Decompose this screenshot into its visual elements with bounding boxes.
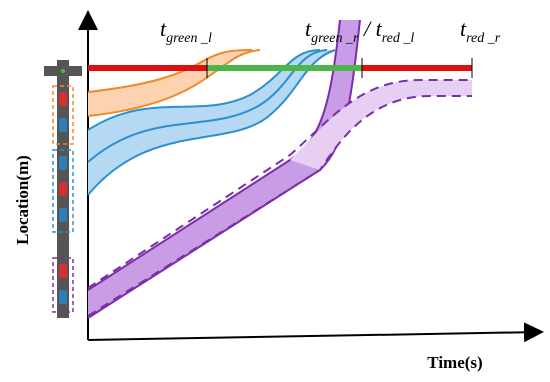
annotation: tgreen _r / tred _l xyxy=(305,16,414,46)
orange-edge xyxy=(87,49,261,117)
annotation: tred _r xyxy=(460,16,501,46)
vehicle xyxy=(59,208,67,222)
purple-band xyxy=(88,20,360,318)
y-axis-label: Location(m) xyxy=(13,155,32,245)
blue-group xyxy=(52,149,74,233)
x-axis xyxy=(87,322,544,343)
vehicle xyxy=(59,92,67,106)
blue-band xyxy=(88,50,335,195)
x-axis-label: Time(s) xyxy=(427,353,482,372)
annotation: tgreen _l xyxy=(160,16,212,46)
orange-group xyxy=(52,85,74,145)
purple-dashed xyxy=(87,95,472,317)
purple-dashed xyxy=(87,79,472,289)
vehicle xyxy=(59,156,67,170)
purple-group xyxy=(52,257,74,313)
vehicle xyxy=(59,264,67,278)
vehicle xyxy=(59,290,67,304)
vehicle xyxy=(59,118,67,132)
blue-edge xyxy=(87,49,328,163)
blue-edge xyxy=(87,49,321,131)
vehicle xyxy=(59,182,67,196)
signal-light xyxy=(61,69,65,73)
orange-edge xyxy=(87,49,253,93)
purple-band-alt xyxy=(290,80,472,170)
